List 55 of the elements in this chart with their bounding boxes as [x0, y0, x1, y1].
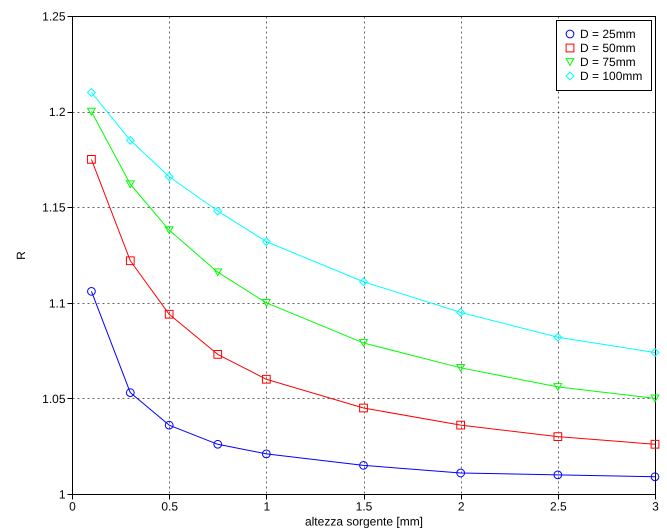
point — [164, 172, 174, 181]
point — [456, 308, 466, 317]
point — [126, 388, 135, 398]
point — [456, 420, 466, 430]
point — [650, 348, 660, 357]
x-tick-label: 3 — [652, 500, 660, 514]
x-tick-label: 2 — [458, 500, 465, 514]
y-tick-label: 1.2 — [48, 105, 66, 120]
point — [213, 268, 222, 276]
point — [164, 226, 174, 234]
legend-label: D = 50mm — [580, 41, 636, 55]
point — [359, 404, 368, 412]
point — [126, 136, 135, 145]
point — [213, 440, 222, 449]
point — [456, 468, 466, 478]
x-tick-label: 1 — [263, 500, 270, 514]
point — [456, 364, 466, 372]
point — [553, 432, 562, 442]
point — [262, 298, 271, 307]
point — [262, 449, 271, 458]
point — [359, 460, 368, 470]
point — [213, 206, 222, 216]
x-tick-label: 1.5 — [356, 500, 373, 514]
point — [262, 237, 271, 246]
x-tick-label: 2.5 — [550, 500, 567, 514]
legend-label: D = 75mm — [580, 55, 636, 69]
point — [87, 108, 96, 116]
point — [164, 420, 174, 430]
point — [650, 440, 660, 449]
y-tick-label: 1.05 — [42, 392, 66, 406]
point — [87, 155, 96, 164]
point — [126, 180, 135, 188]
point — [87, 286, 96, 296]
y-tick-label: 1.15 — [42, 200, 66, 215]
point — [359, 339, 368, 347]
point — [553, 383, 562, 391]
point — [553, 470, 562, 480]
point — [650, 394, 660, 402]
point — [262, 374, 271, 384]
y-axis-title: R — [14, 250, 28, 260]
y-tick-label: 1.25 — [42, 10, 66, 24]
x-axis-title: altezza sorgente [mm] — [304, 514, 424, 528]
point — [650, 472, 660, 482]
x-tick-label: 0 — [69, 500, 76, 514]
point — [213, 350, 222, 359]
point — [553, 332, 562, 342]
point — [126, 256, 135, 266]
point — [164, 310, 174, 319]
legend-label: D = 100mm — [580, 69, 642, 83]
point — [87, 88, 96, 97]
legend-label: D = 25mm — [580, 27, 636, 41]
y-tick-label: 1.1 — [48, 296, 66, 310]
x-tick-label: 0.5 — [161, 500, 178, 514]
point — [359, 277, 368, 286]
y-tick-label: 1 — [58, 488, 66, 502]
